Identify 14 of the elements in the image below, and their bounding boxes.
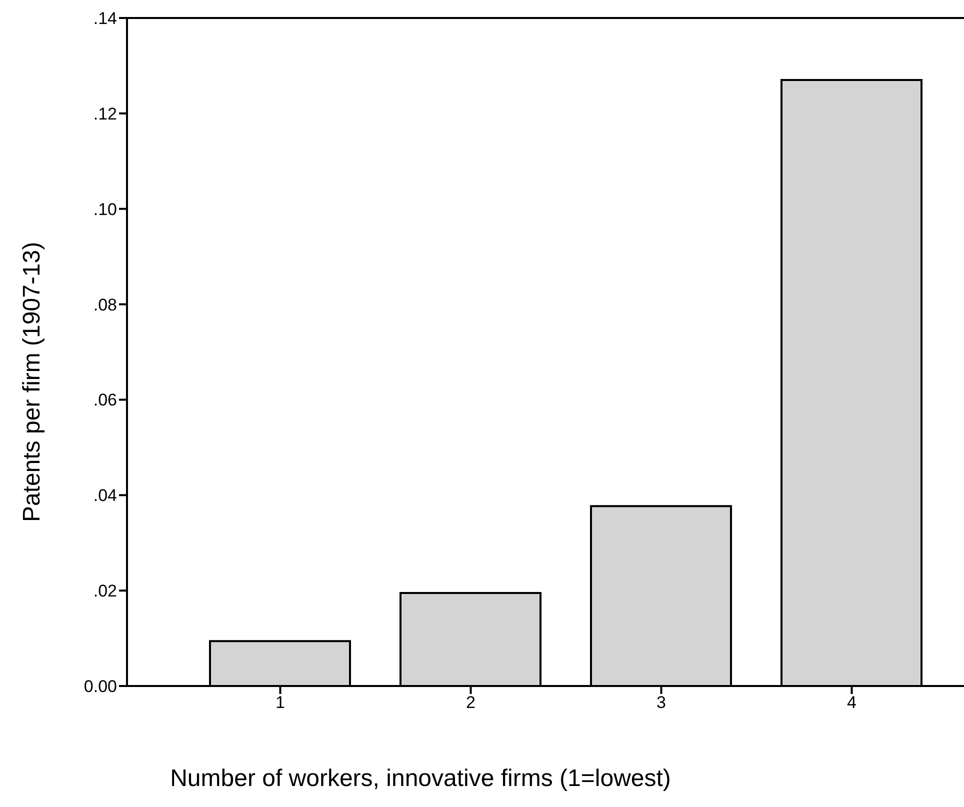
y-tick-label: .08 bbox=[93, 295, 117, 314]
x-tick-label: 1 bbox=[276, 693, 285, 712]
y-tick-label: .14 bbox=[93, 9, 117, 28]
y-tick-label: .10 bbox=[93, 200, 117, 219]
y-tick-label: .02 bbox=[93, 582, 117, 601]
y-tick-label: .04 bbox=[93, 486, 117, 506]
x-tick-label: 2 bbox=[466, 693, 476, 712]
y-tick-label: .06 bbox=[93, 390, 117, 410]
y-tick-label: 0.00 bbox=[84, 677, 117, 696]
x-tick-label: 4 bbox=[847, 693, 856, 712]
y-tick-label: .12 bbox=[93, 104, 117, 124]
x-tick-label: 3 bbox=[656, 693, 666, 712]
y-axis-title: Patents per firm (1907-13) bbox=[18, 242, 46, 522]
x-axis-title: Number of workers, innovative firms (1=lowest) bbox=[170, 765, 671, 792]
